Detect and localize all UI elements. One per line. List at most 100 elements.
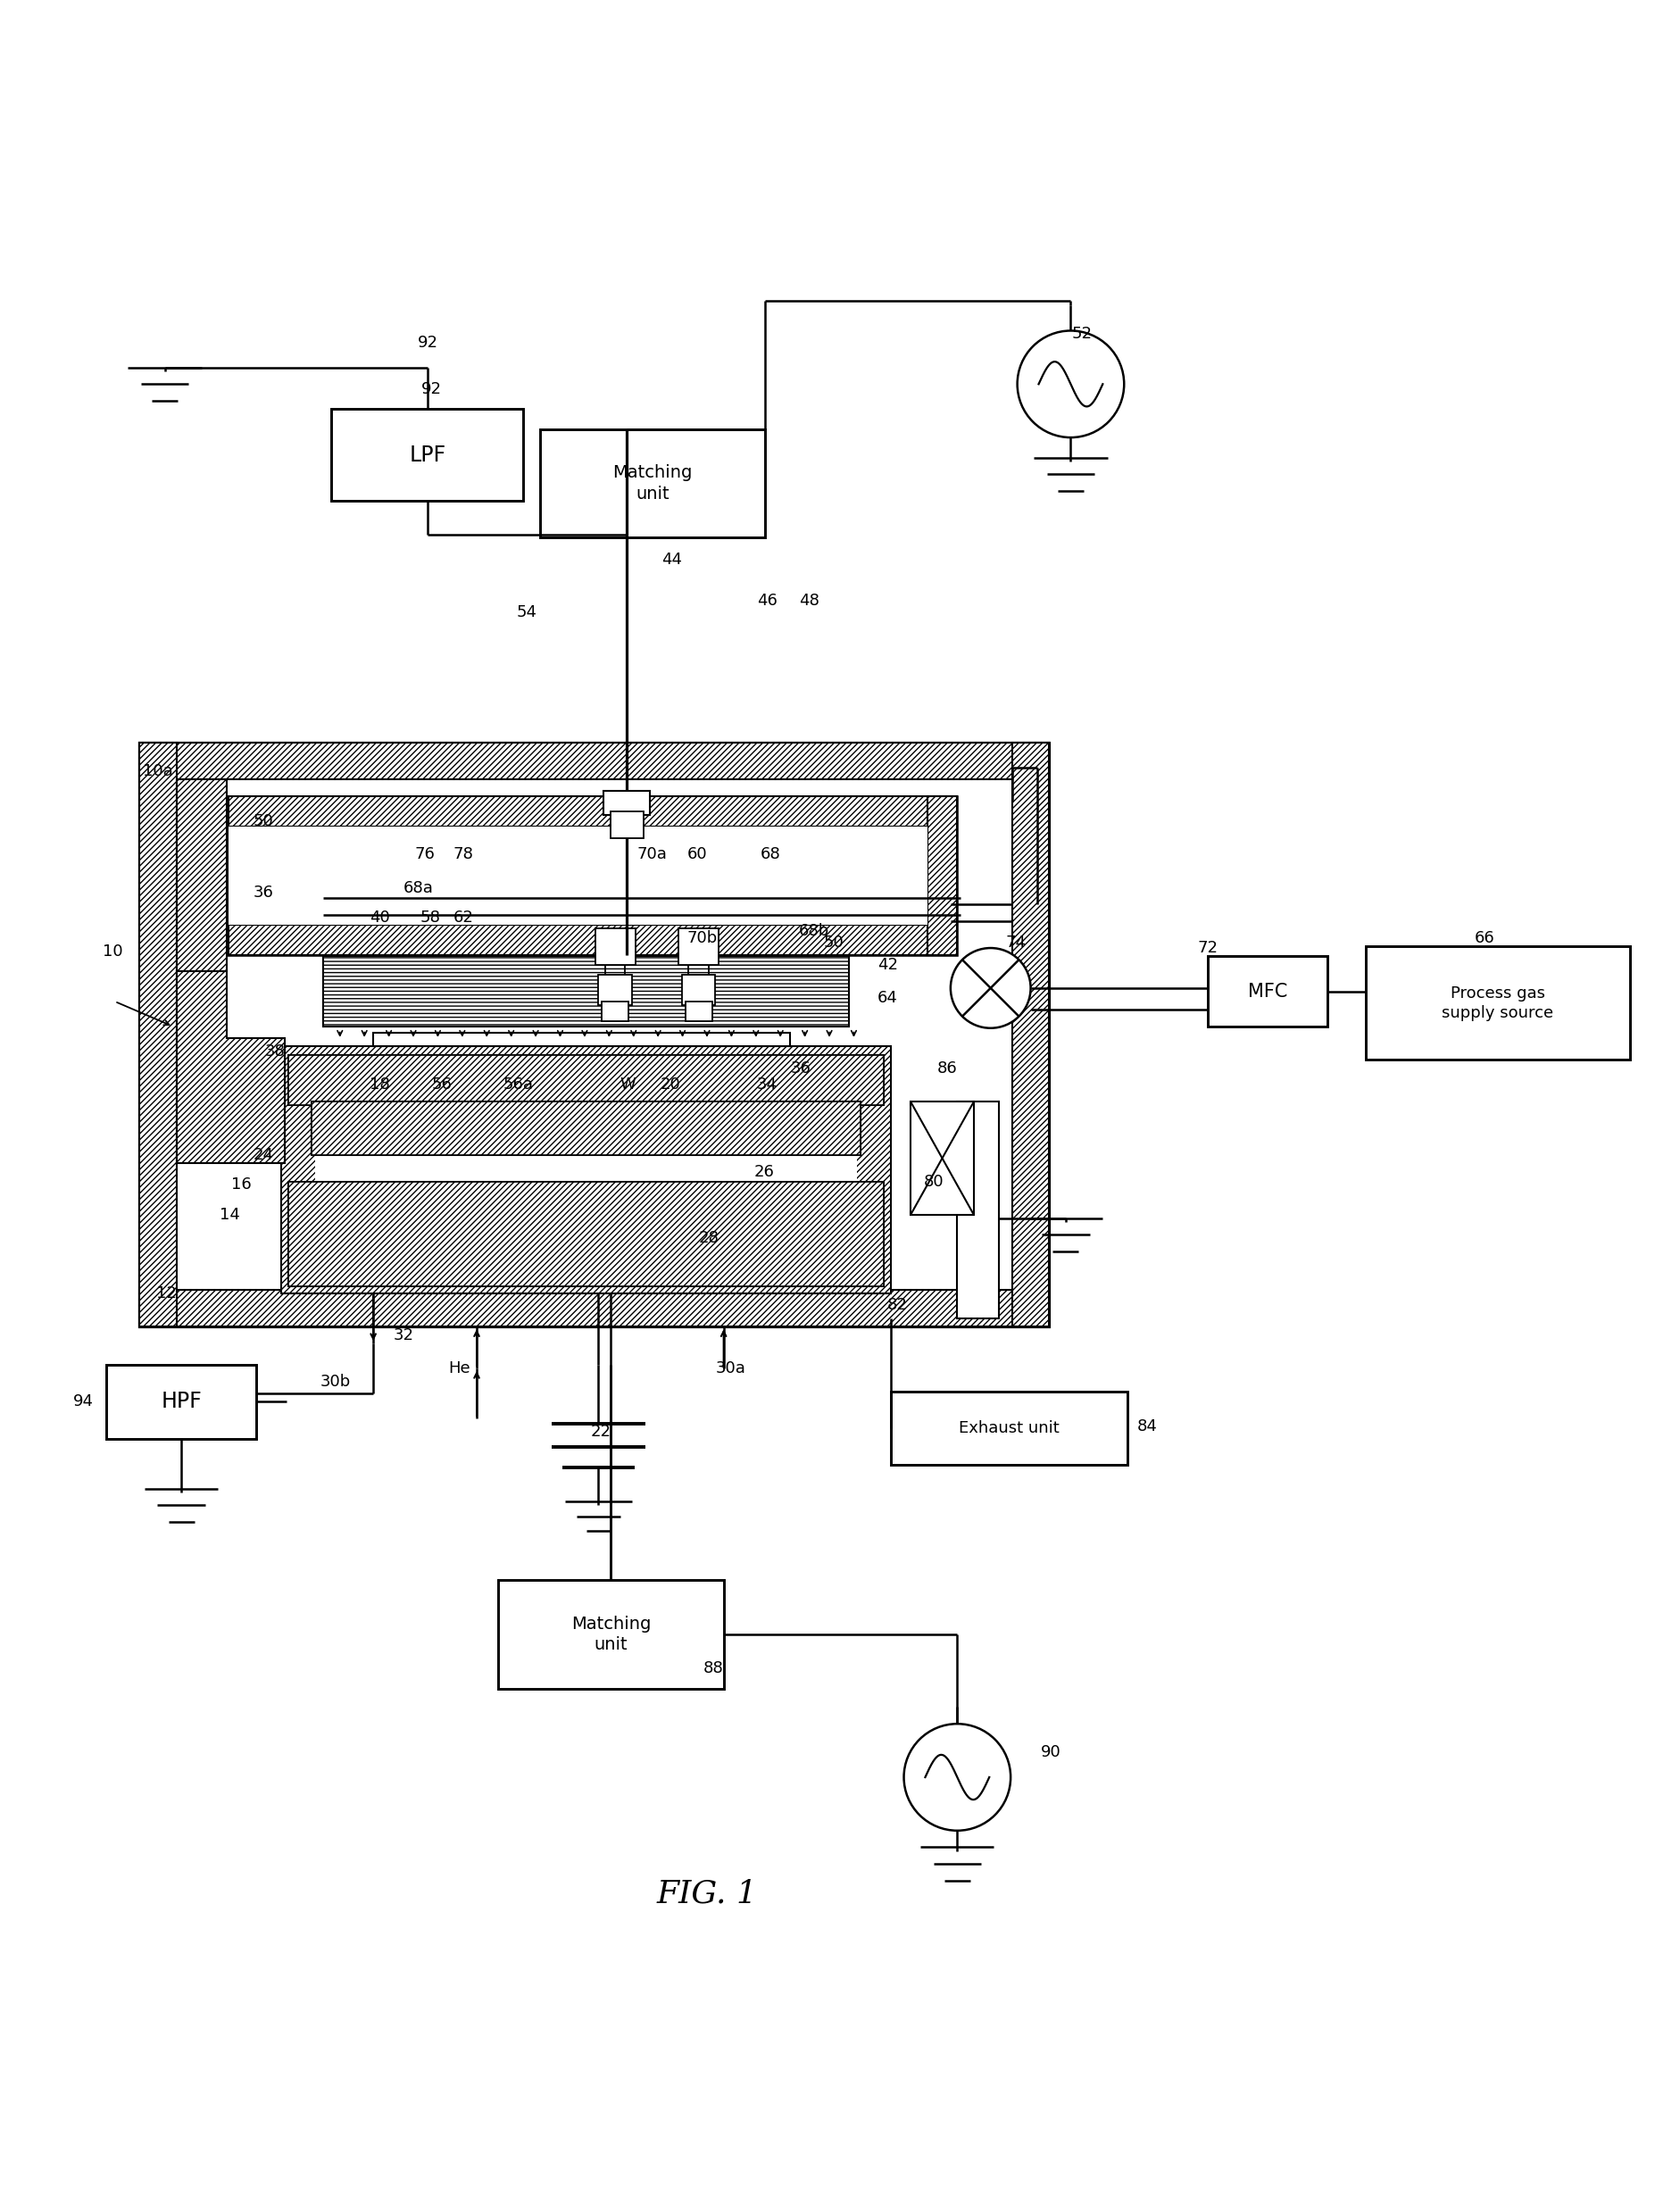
Text: 40: 40 (370, 910, 390, 925)
Bar (685, 1002, 712, 1022)
Bar (311, 1102, 860, 1154)
Bar (198, 795, 228, 954)
Text: 60: 60 (687, 846, 707, 864)
Bar (287, 1055, 884, 1106)
Text: Exhaust unit: Exhaust unit (958, 1421, 1058, 1436)
Bar (287, 1181, 884, 1287)
Text: 24: 24 (254, 1148, 274, 1163)
Text: 10a: 10a (143, 762, 173, 780)
Text: 66: 66 (1473, 930, 1494, 945)
Text: 72: 72 (1196, 941, 1218, 956)
Bar (499, 1580, 724, 1690)
Text: 30b: 30b (319, 1375, 349, 1390)
Text: 86: 86 (937, 1060, 958, 1075)
Text: 10: 10 (102, 943, 123, 958)
Text: 56: 56 (432, 1077, 452, 1093)
Text: 22: 22 (590, 1423, 610, 1441)
Text: 28: 28 (699, 1229, 719, 1247)
Bar (139, 742, 1048, 780)
Circle shape (904, 1723, 1010, 1831)
Text: 20: 20 (660, 1077, 680, 1093)
Bar (281, 1046, 890, 1293)
Text: 88: 88 (704, 1661, 724, 1676)
Bar (539, 430, 764, 538)
Circle shape (951, 947, 1030, 1029)
Bar (890, 1392, 1127, 1465)
Text: 44: 44 (662, 551, 682, 568)
Text: 68a: 68a (403, 879, 433, 897)
Bar (331, 963, 840, 1020)
Bar (139, 1291, 1048, 1326)
Text: Process gas
supply source: Process gas supply source (1441, 985, 1552, 1020)
Text: 78: 78 (454, 846, 474, 864)
Text: Matching
unit: Matching unit (613, 465, 692, 502)
Text: 62: 62 (454, 910, 474, 925)
Bar (610, 811, 643, 837)
Text: 12: 12 (156, 1284, 176, 1302)
Text: 38: 38 (265, 1044, 286, 1060)
Text: 70b: 70b (687, 930, 717, 945)
Bar (911, 1102, 973, 1214)
Text: 36: 36 (254, 886, 274, 901)
Bar (1011, 742, 1048, 1326)
Text: 84: 84 (1137, 1419, 1158, 1434)
Bar (311, 1102, 860, 1154)
Text: 30a: 30a (716, 1361, 746, 1377)
Text: 70a: 70a (637, 846, 667, 864)
Text: 42: 42 (877, 956, 897, 974)
Text: W: W (620, 1077, 635, 1093)
Bar (331, 410, 522, 500)
Text: 94: 94 (72, 1394, 94, 1410)
Text: 92: 92 (422, 381, 442, 397)
Text: 34: 34 (756, 1077, 778, 1093)
Text: MFC: MFC (1247, 983, 1287, 1000)
Text: 52: 52 (1072, 326, 1092, 341)
Text: 32: 32 (393, 1326, 413, 1344)
Text: 76: 76 (415, 846, 435, 864)
Bar (176, 780, 227, 972)
Text: 54: 54 (516, 604, 536, 621)
Text: 92: 92 (417, 335, 437, 350)
Text: 90: 90 (1040, 1745, 1060, 1760)
Bar (198, 795, 956, 826)
Bar (198, 795, 956, 954)
Text: 74: 74 (1005, 934, 1025, 952)
Polygon shape (176, 972, 284, 1163)
Text: Matching
unit: Matching unit (571, 1615, 650, 1654)
Bar (228, 826, 927, 925)
Text: 64: 64 (877, 989, 897, 1007)
Text: 56a: 56a (502, 1077, 534, 1093)
Bar (601, 1002, 628, 1022)
Text: HPF: HPF (161, 1390, 202, 1412)
Text: 50: 50 (254, 813, 274, 828)
Text: 14: 14 (220, 1207, 240, 1223)
Text: 26: 26 (753, 1163, 774, 1179)
Bar (603, 791, 650, 815)
Text: 46: 46 (756, 593, 778, 608)
Bar (1366, 947, 1630, 1060)
Text: He: He (449, 1361, 470, 1377)
Bar (139, 742, 1048, 1326)
Bar (595, 927, 635, 965)
Bar (323, 956, 848, 1027)
Bar (598, 974, 632, 1005)
Bar (287, 1055, 884, 1106)
Bar (287, 1181, 884, 1287)
Text: 16: 16 (232, 1176, 252, 1194)
Text: 68: 68 (759, 846, 780, 864)
Circle shape (1016, 330, 1124, 438)
Bar (198, 925, 956, 954)
Text: 82: 82 (887, 1298, 907, 1313)
Text: 36: 36 (790, 1060, 810, 1075)
Bar (956, 1102, 998, 1317)
Text: 58: 58 (420, 910, 440, 925)
Text: 48: 48 (798, 593, 818, 608)
Text: 18: 18 (370, 1077, 390, 1093)
Bar (106, 1366, 257, 1439)
Text: 50: 50 (823, 934, 843, 952)
Bar (314, 1079, 857, 1260)
Text: LPF: LPF (408, 445, 445, 465)
Bar (139, 742, 176, 1326)
Bar (682, 974, 716, 1005)
Bar (323, 956, 848, 1027)
